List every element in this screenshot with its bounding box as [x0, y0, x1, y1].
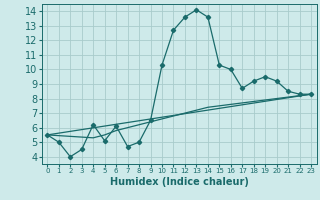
- X-axis label: Humidex (Indice chaleur): Humidex (Indice chaleur): [110, 177, 249, 187]
